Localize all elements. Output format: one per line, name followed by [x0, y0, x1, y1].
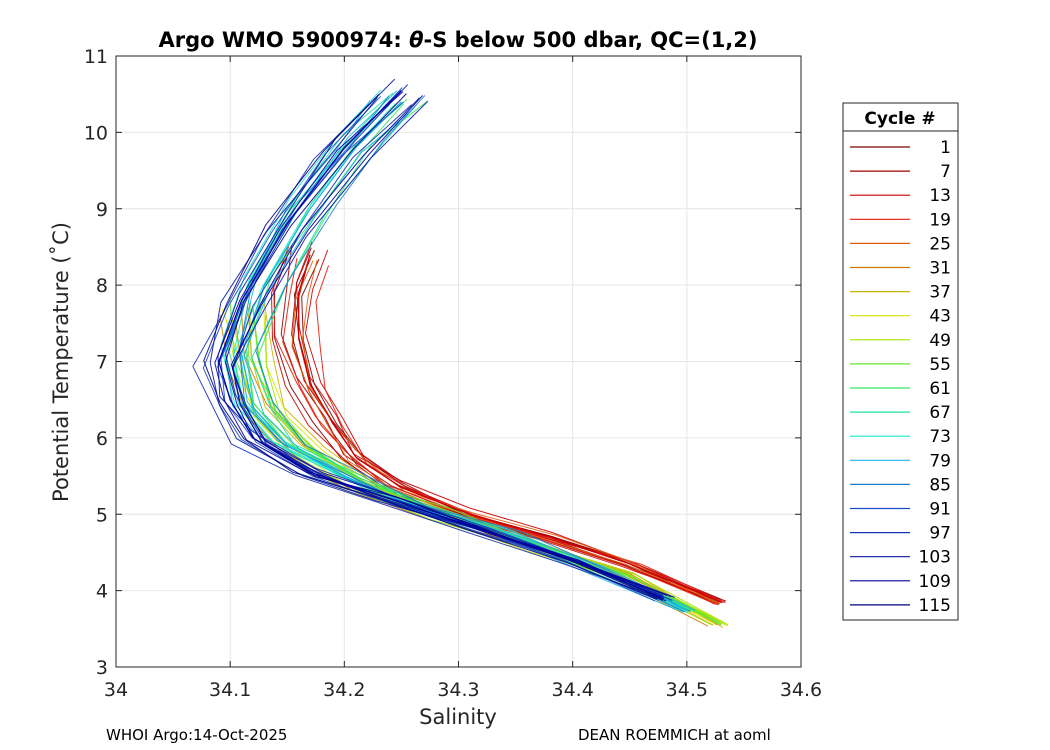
legend-entries: 1 7 13 19 25 31 37 43 49 55 61 67 73 79 85 91 97 103 109 11… — [850, 138, 951, 616]
title-theta-symbol: θ — [409, 28, 423, 52]
x-tick-label: 34.1 — [209, 679, 251, 701]
legend-entry-label: 61 — [929, 379, 951, 399]
legend-entry-label: 19 — [929, 210, 951, 230]
profile-line — [203, 93, 658, 600]
profile-line — [238, 90, 688, 612]
series-line — [298, 254, 722, 603]
legend-entry-label: 73 — [929, 427, 951, 447]
legend: Cycle # 1 7 13 19 25 31 37 43 49 55 61 67 73 79 85 91 97… — [842, 102, 959, 621]
x-tick-label: 34.2 — [323, 679, 365, 701]
chart-title: Argo WMO 5900974: θ-S below 500 dbar, QC… — [158, 28, 757, 52]
profile-line — [192, 103, 662, 599]
y-tick-label: 5 — [96, 504, 108, 526]
x-tick-label: 34.5 — [666, 679, 708, 701]
y-tick-label: 11 — [84, 46, 108, 68]
y-tick-label: 6 — [96, 428, 108, 450]
x-tick-labels: 34 34.1 34.2 34.3 34.4 34.5 34.6 — [104, 679, 822, 701]
legend-entry-label: 91 — [929, 500, 951, 520]
legend-entry-label: 43 — [929, 307, 951, 327]
title-suffix: -S below 500 dbar, QC=(1,2) — [424, 28, 758, 52]
legend-entry-label: 13 — [929, 186, 951, 206]
legend-entry-label: 67 — [929, 403, 951, 423]
profile-lines — [192, 78, 729, 628]
profile-line — [258, 100, 692, 613]
y-tick-label: 9 — [96, 199, 108, 221]
profile-line — [255, 95, 691, 612]
legend-entry-label: 31 — [929, 259, 951, 279]
legend-entry-label: 79 — [929, 451, 951, 471]
footer-source: WHOI Argo:14-Oct-2025 — [106, 726, 288, 744]
legend-title: Cycle # — [864, 109, 935, 129]
legend-entry-label: 103 — [919, 548, 951, 568]
y-tick-label: 8 — [96, 275, 108, 297]
profile-line — [202, 95, 656, 602]
x-tick-label: 34.3 — [437, 679, 479, 701]
x-tick-label: 34.6 — [780, 679, 822, 701]
y-tick-label: 7 — [96, 352, 108, 374]
footer-credit: DEAN ROEMMICH at aoml — [578, 726, 771, 744]
x-tick-label: 34 — [104, 679, 128, 701]
y-tick-label: 3 — [96, 657, 108, 679]
profile-line — [302, 259, 719, 605]
profile-line — [291, 260, 721, 604]
y-tick-label: 10 — [84, 122, 108, 144]
legend-entry-label: 55 — [929, 355, 951, 375]
legend-entry-label: 115 — [919, 596, 951, 616]
legend-entry-label: 25 — [929, 234, 951, 254]
y-tick-label: 4 — [96, 581, 108, 603]
profile-line — [243, 107, 696, 611]
profile-line — [224, 93, 663, 601]
x-axis-label: Salinity — [419, 705, 497, 729]
legend-entry-label: 109 — [919, 572, 951, 592]
x-tick-label: 34.4 — [552, 679, 594, 701]
legend-entry-label: 37 — [929, 283, 951, 303]
legend-entry-label: 49 — [929, 331, 951, 351]
legend-box — [842, 102, 959, 621]
profile-line — [270, 258, 713, 600]
profile-line — [225, 84, 664, 600]
profile-line — [231, 97, 675, 598]
legend-entry-label: 7 — [940, 162, 951, 182]
series-line — [218, 89, 665, 599]
title-prefix: Argo WMO 5900974: — [158, 28, 409, 52]
legend-entry-label: 97 — [929, 524, 951, 544]
y-axis-label: Potential Temperature (˚C) — [49, 222, 73, 502]
legend-entry-label: 1 — [940, 138, 951, 158]
axis-ticks — [115, 55, 802, 668]
legend-entry-label: 85 — [929, 475, 951, 495]
y-tick-labels: 3 4 5 6 7 8 9 10 11 — [84, 46, 108, 679]
